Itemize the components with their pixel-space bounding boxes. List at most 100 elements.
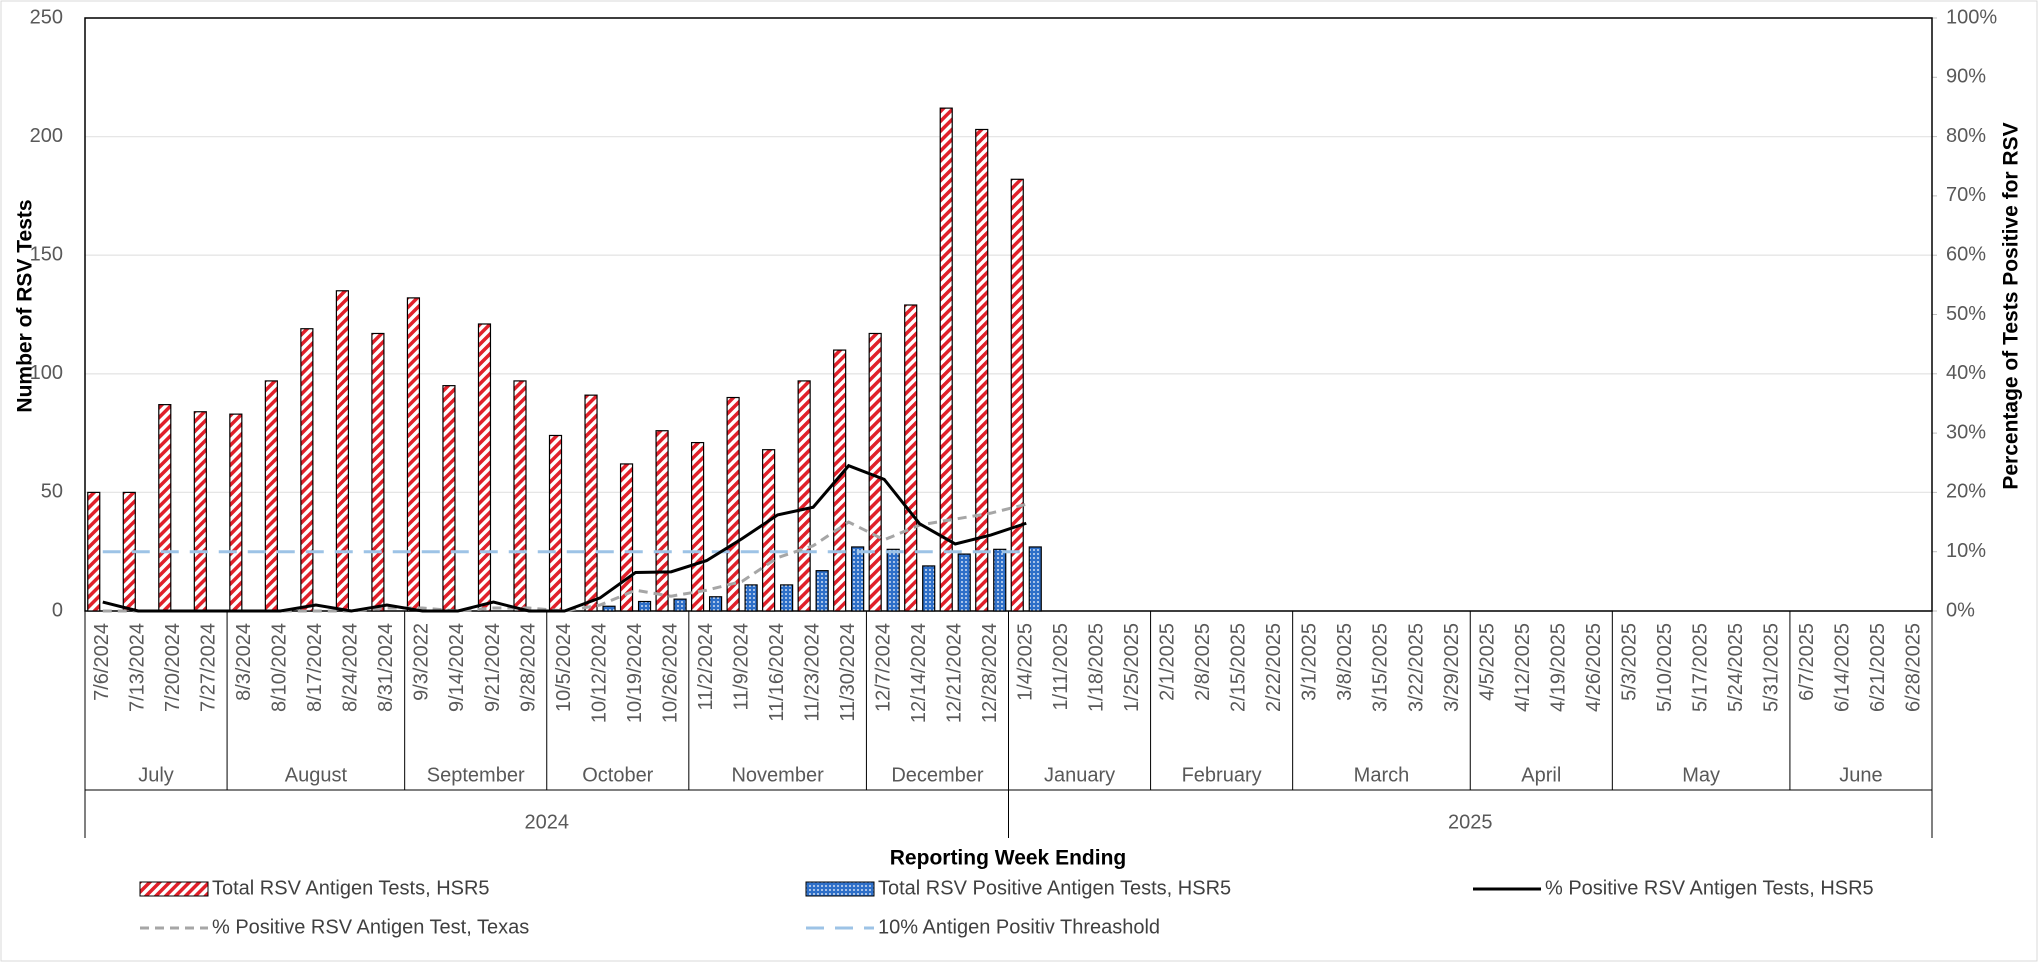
bar	[442, 385, 456, 612]
y2-tick-label: 0%	[1946, 599, 1975, 621]
x-tick-label: 3/8/2025	[1334, 623, 1356, 701]
group-label: 2024	[525, 811, 570, 833]
x-tick-label: 1/4/2025	[1015, 623, 1037, 701]
legend-label: % Positive RSV Antigen Tests, HSR5	[1545, 877, 1874, 899]
legend-label: Total RSV Antigen Tests, HSR5	[212, 877, 490, 899]
x-tick-label: 5/3/2025	[1618, 623, 1640, 701]
bar	[708, 596, 723, 612]
x-tick-label: 5/24/2025	[1725, 623, 1747, 712]
x-tick-label: 6/7/2025	[1796, 623, 1818, 701]
x-tick-label: 1/25/2025	[1121, 623, 1143, 712]
y2-tick-label: 40%	[1946, 362, 1986, 384]
y2-axis-title: Percentage of Tests Positive for RSV	[2000, 122, 2023, 489]
bar	[300, 328, 314, 612]
bar	[1010, 178, 1024, 612]
x-tick-label: 4/12/2025	[1512, 623, 1534, 712]
legend-label: % Positive RSV Antigen Test, Texas	[212, 916, 529, 938]
bar	[690, 441, 705, 612]
y-tick-label: 50	[41, 481, 63, 503]
bar	[726, 396, 740, 612]
bar	[87, 491, 101, 612]
group-label: September	[427, 764, 525, 786]
x-tick-label: 7/27/2024	[198, 623, 220, 712]
group-label: April	[1521, 764, 1561, 786]
x-tick-label: 12/21/2024	[944, 623, 966, 723]
x-tick-label: 2/1/2025	[1157, 623, 1179, 701]
x-tick-label: 1/11/2025	[1050, 623, 1072, 711]
bar	[886, 548, 900, 612]
group-label: February	[1182, 764, 1262, 786]
y2-tick-label: 10%	[1946, 540, 1986, 562]
line	[102, 463, 1027, 613]
y-tick-label: 250	[30, 6, 63, 28]
x-tick-label: 6/21/2025	[1867, 623, 1889, 712]
plot-frame	[84, 17, 1933, 612]
y2-tick-label: 100%	[1946, 6, 1997, 28]
x-tick-label: 4/19/2025	[1547, 623, 1569, 712]
bar	[406, 297, 421, 612]
x-tick-label: 10/19/2024	[624, 623, 646, 723]
x-tick-label: 12/7/2024	[872, 623, 894, 712]
y-tick-label: 150	[30, 243, 63, 265]
x-tick-label: 8/17/2024	[304, 623, 326, 712]
group-label: July	[138, 764, 174, 786]
bar	[229, 413, 243, 612]
y-tick-label: 100	[30, 362, 63, 384]
x-tick-label: 6/14/2025	[1831, 623, 1853, 712]
x-axis-title: Reporting Week Ending	[890, 847, 1126, 870]
x-tick-label: 6/28/2025	[1903, 623, 1925, 712]
bar	[833, 349, 847, 612]
x-tick-label: 9/3/2022	[411, 623, 433, 701]
bar	[957, 553, 971, 612]
bar	[1028, 546, 1042, 612]
x-tick-label: 3/15/2025	[1370, 623, 1392, 712]
x-tick-label: 11/30/2024	[837, 623, 859, 722]
x-tick-label: 7/20/2024	[162, 623, 184, 712]
x-tick-label: 9/14/2024	[446, 623, 468, 712]
bar	[815, 570, 829, 612]
bar	[939, 107, 953, 612]
y-tick-label: 200	[30, 125, 63, 147]
group-label: August	[285, 764, 348, 786]
group-label: November	[731, 764, 824, 786]
x-tick-label: 3/29/2025	[1441, 623, 1463, 712]
x-tick-label: 5/10/2025	[1654, 623, 1676, 712]
x-tick-label: 10/12/2024	[588, 623, 610, 723]
y2-tick-label: 60%	[1946, 243, 1986, 265]
y2-tick-label: 70%	[1946, 184, 1986, 206]
x-tick-label: 11/23/2024	[801, 623, 823, 722]
legend-label: Total RSV Positive Antigen Tests, HSR5	[878, 877, 1231, 899]
x-tick-label: 9/28/2024	[517, 623, 539, 712]
x-tick-label: 12/28/2024	[979, 623, 1001, 723]
bar	[513, 380, 527, 612]
x-tick-label: 4/26/2025	[1583, 623, 1605, 712]
x-tick-label: 8/3/2024	[233, 623, 255, 701]
bar	[797, 380, 811, 612]
x-tick-label: 10/5/2024	[553, 623, 575, 712]
y2-tick-label: 80%	[1946, 125, 1986, 147]
x-tick-label: 2/8/2025	[1192, 623, 1214, 701]
x-tick-label: 8/31/2024	[375, 623, 397, 712]
group-label: May	[1682, 764, 1720, 786]
bar	[655, 430, 669, 612]
bar	[922, 565, 936, 612]
y-axis-title: Number of RSV Tests	[14, 199, 37, 412]
x-tick-label: 2/15/2025	[1228, 623, 1250, 712]
x-tick-label: 5/17/2025	[1689, 623, 1711, 712]
bar	[548, 434, 563, 612]
x-tick-label: 3/1/2025	[1299, 623, 1321, 701]
bar	[637, 600, 652, 612]
group-label: 2025	[1448, 811, 1493, 833]
y2-tick-label: 30%	[1946, 421, 1986, 443]
y2-tick-label: 20%	[1946, 481, 1986, 503]
x-tick-label: 8/24/2024	[340, 623, 362, 712]
legend-label: 10% Antigen Positiv Threashold	[878, 916, 1160, 938]
bar	[158, 404, 172, 612]
group-label: January	[1044, 764, 1115, 786]
x-tick-label: 11/2/2024	[695, 623, 717, 711]
group-label: June	[1839, 764, 1882, 786]
x-tick-label: 2/22/2025	[1263, 623, 1285, 712]
x-tick-label: 11/9/2024	[730, 623, 752, 711]
bar	[780, 584, 794, 612]
